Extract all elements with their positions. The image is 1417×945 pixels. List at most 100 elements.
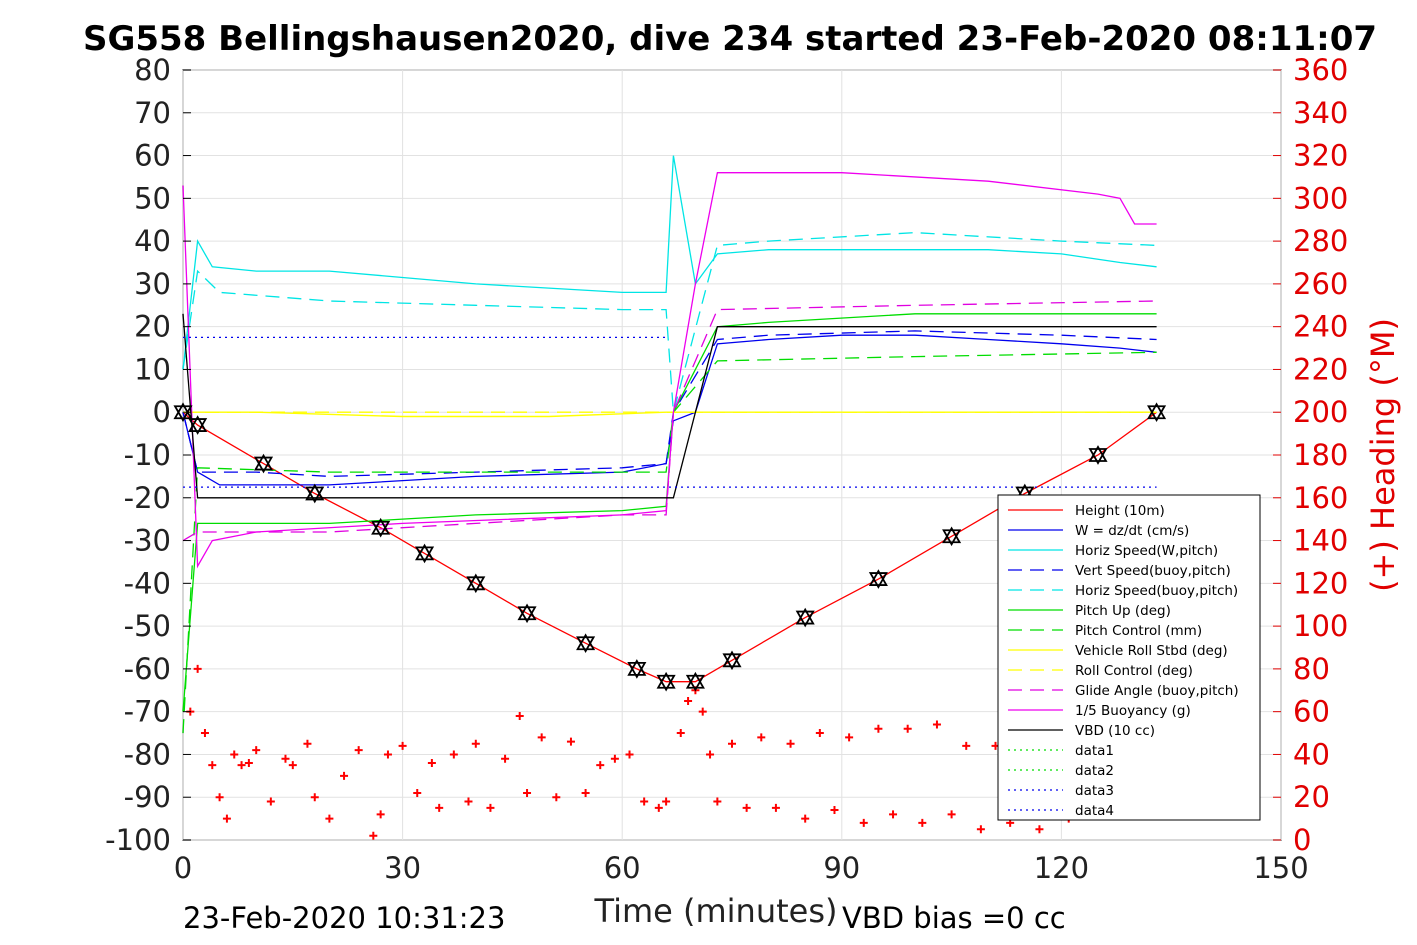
heading-point bbox=[566, 737, 575, 746]
depth-marker bbox=[1147, 402, 1167, 423]
heading-point bbox=[662, 797, 671, 806]
heading-point bbox=[903, 724, 912, 733]
y-tick-left-label: 30 bbox=[134, 267, 171, 301]
heading-point bbox=[874, 724, 883, 733]
x-tick-label: 150 bbox=[1253, 851, 1308, 885]
y-tick-right-label: 200 bbox=[1293, 395, 1348, 429]
legend-label: Pitch Control (mm) bbox=[1075, 623, 1202, 639]
heading-point bbox=[830, 806, 839, 815]
heading-point bbox=[244, 759, 253, 767]
heading-point bbox=[581, 788, 590, 797]
y-tick-left-label: -20 bbox=[124, 481, 171, 515]
depth-marker bbox=[795, 607, 815, 628]
y-tick-left-label: -80 bbox=[124, 737, 171, 771]
heading-point bbox=[1035, 825, 1044, 834]
y-tick-left-label: 50 bbox=[134, 181, 171, 215]
heading-point bbox=[369, 831, 378, 840]
heading-point bbox=[501, 754, 510, 763]
heading-point bbox=[200, 729, 209, 738]
legend-label: data2 bbox=[1075, 763, 1114, 779]
heading-point bbox=[786, 739, 795, 748]
x-axis: 0 30 60 90 120 150 bbox=[174, 851, 1309, 885]
heading-point bbox=[230, 750, 239, 759]
heading-point bbox=[962, 741, 971, 750]
y-tick-left-label: -90 bbox=[124, 780, 171, 814]
series-line-horizb bbox=[182, 231, 1157, 413]
heading-point bbox=[523, 788, 532, 797]
y-axis-right-label: (+) Heading (°M) bbox=[1364, 318, 1402, 592]
heading-point bbox=[684, 696, 693, 705]
y-tick-right-label: 240 bbox=[1293, 310, 1348, 344]
legend-label: Horiz Speed(W,pitch) bbox=[1075, 543, 1218, 559]
depth-marker bbox=[576, 633, 596, 654]
y-tick-left-label: -40 bbox=[124, 566, 171, 600]
y-tick-right-label: 80 bbox=[1293, 652, 1330, 686]
heading-markers bbox=[186, 664, 1124, 840]
legend-label: Roll Control (deg) bbox=[1075, 663, 1193, 679]
heading-point bbox=[464, 797, 473, 806]
footer-vbd-bias: VBD bias =0 cc bbox=[842, 901, 1066, 935]
x-tick-label: 0 bbox=[174, 851, 192, 885]
legend-label: VBD (10 cc) bbox=[1075, 723, 1155, 739]
y-tick-left-label: -70 bbox=[124, 695, 171, 729]
depth-marker bbox=[517, 603, 537, 624]
heading-point bbox=[266, 797, 275, 806]
heading-point bbox=[222, 814, 231, 823]
y-tick-right-label: 140 bbox=[1293, 524, 1348, 558]
legend-label: Height (10m) bbox=[1075, 503, 1165, 519]
y-axis-right: 3603403203002802602402202001801601401201… bbox=[1273, 53, 1348, 857]
y-tick-right-label: 220 bbox=[1293, 352, 1348, 386]
x-tick-label: 60 bbox=[604, 851, 641, 885]
depth-marker bbox=[656, 671, 676, 692]
heading-point bbox=[757, 733, 766, 742]
heading-point bbox=[325, 814, 334, 823]
depth-marker bbox=[627, 659, 647, 679]
heading-point bbox=[537, 733, 546, 742]
heading-point bbox=[976, 825, 985, 834]
heading-point bbox=[281, 754, 290, 763]
depth-marker bbox=[722, 650, 742, 671]
y-axis-left: 80 70 60 50 40 30 20 10 0 -10 -20 -30 -40 -50 -60 -70 -8… bbox=[105, 53, 191, 857]
y-tick-left-label: -10 bbox=[124, 438, 171, 472]
depth-marker bbox=[1088, 445, 1108, 465]
heading-point bbox=[918, 818, 927, 827]
x-tick-label: 30 bbox=[384, 851, 421, 885]
series-line-glide bbox=[182, 300, 1157, 542]
heading-point bbox=[801, 814, 810, 823]
x-tick-label: 90 bbox=[823, 851, 860, 885]
legend-label: Pitch Up (deg) bbox=[1075, 603, 1171, 619]
legend-label: Vehicle Roll Stbd (deg) bbox=[1075, 643, 1228, 659]
legend-label: W = dz/dt (cm/s) bbox=[1075, 523, 1189, 539]
heading-point bbox=[208, 761, 217, 770]
y-tick-left-label: -60 bbox=[124, 652, 171, 686]
legend-label: Glide Angle (buoy,pitch) bbox=[1075, 683, 1239, 699]
depth-marker bbox=[305, 483, 325, 504]
heading-point bbox=[596, 761, 605, 770]
heading-point bbox=[932, 720, 941, 729]
legend-label: 1/5 Buoyancy (g) bbox=[1075, 703, 1191, 719]
heading-point bbox=[303, 739, 312, 748]
legend-label: Vert Speed(buoy,pitch) bbox=[1075, 563, 1231, 579]
y-tick-left-label: 80 bbox=[134, 53, 171, 87]
heading-point bbox=[845, 733, 854, 742]
y-tick-left-label: 0 bbox=[153, 395, 171, 429]
depth-marker bbox=[173, 402, 193, 423]
heading-point bbox=[340, 771, 349, 780]
y-tick-left-label: 20 bbox=[134, 310, 171, 344]
heading-point bbox=[610, 754, 619, 763]
heading-point bbox=[728, 739, 736, 748]
series-line-vbd bbox=[182, 313, 1157, 499]
depth-marker bbox=[371, 517, 391, 538]
legend-label: Horiz Speed(buoy,pitch) bbox=[1075, 583, 1238, 599]
y-tick-left-label: -30 bbox=[124, 524, 171, 558]
heading-point bbox=[310, 793, 319, 802]
legend-label: data3 bbox=[1075, 783, 1114, 799]
y-tick-left-label: -50 bbox=[124, 609, 171, 643]
heading-point bbox=[435, 803, 444, 812]
x-tick-label: 120 bbox=[1034, 851, 1089, 885]
heading-point bbox=[698, 707, 707, 716]
y-tick-right-label: 60 bbox=[1293, 695, 1330, 729]
depth-marker bbox=[685, 671, 705, 692]
heading-point bbox=[515, 711, 524, 720]
heading-point bbox=[288, 761, 297, 770]
